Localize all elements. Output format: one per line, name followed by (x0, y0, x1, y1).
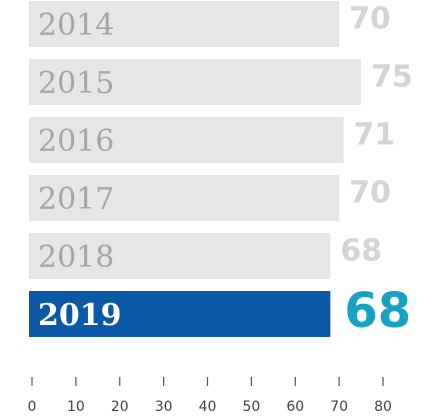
bar (29, 175, 340, 221)
x-tick-label: 70 (330, 399, 348, 415)
category-label: 2018 (38, 240, 114, 275)
value-label: 68 (344, 283, 411, 339)
bar (29, 233, 331, 279)
x-tick-label: 80 (374, 399, 392, 415)
value-label: 68 (340, 234, 382, 269)
category-label: 2016 (38, 124, 114, 159)
x-tick-label: 60 (286, 399, 304, 415)
category-label: 2019 (38, 298, 122, 333)
category-label: 2017 (38, 182, 114, 217)
value-label: 75 (371, 60, 413, 95)
bar (29, 291, 331, 337)
x-tick-label: 40 (199, 399, 217, 415)
bar (29, 117, 344, 163)
value-label: 70 (349, 176, 391, 211)
category-label: 2014 (38, 8, 114, 43)
value-label: 71 (354, 118, 396, 153)
bar (29, 1, 340, 47)
x-tick-label: 30 (155, 399, 173, 415)
x-tick-label: 10 (67, 399, 85, 415)
x-tick-label: 50 (242, 399, 260, 415)
x-tick-label: 0 (28, 399, 37, 415)
category-label: 2015 (38, 66, 114, 101)
bar (29, 59, 362, 105)
value-label: 70 (349, 2, 391, 37)
x-tick-label: 20 (111, 399, 129, 415)
